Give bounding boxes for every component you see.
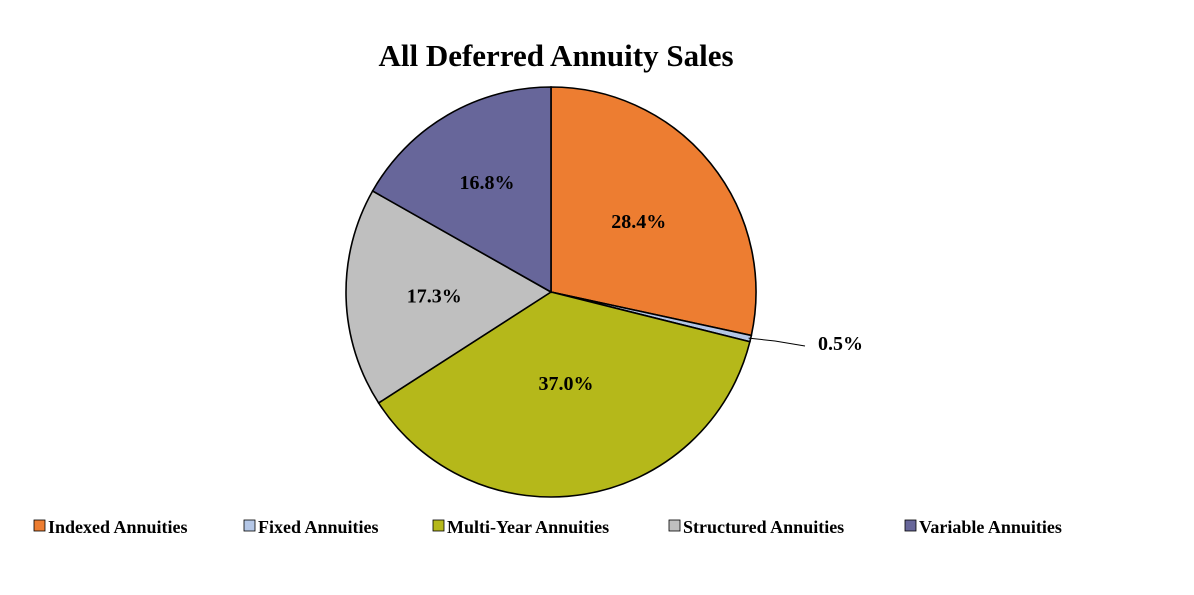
chart-title: All Deferred Annuity Sales — [378, 38, 733, 73]
slice-label: 17.3% — [407, 285, 462, 307]
leader-line — [748, 337, 806, 347]
pie-slice-indexed-annuities — [550, 86, 757, 337]
legend-swatch — [668, 519, 681, 532]
legend-swatch — [432, 519, 445, 532]
legend-swatch — [904, 519, 917, 532]
slice-label: 0.5% — [818, 333, 863, 355]
legend-swatch — [33, 519, 46, 532]
slice-labels: 28.4% 0.5% 37.0% 17.3% 16.8% — [407, 172, 863, 395]
slice-label: 28.4% — [611, 211, 666, 233]
legend-label: Fixed Annuities — [258, 517, 379, 537]
legend-label: Indexed Annuities — [48, 517, 188, 537]
legend: Indexed Annuities Fixed Annuities Multi-Ye… — [33, 517, 1062, 537]
legend-label: Multi-Year Annuities — [447, 517, 609, 537]
pie-slice-variable-annuities — [371, 86, 552, 294]
slice-label: 16.8% — [460, 172, 515, 194]
pie-slices — [345, 86, 757, 498]
legend-swatch — [243, 519, 256, 532]
legend-label: Variable Annuities — [919, 517, 1062, 537]
slice-label: 37.0% — [539, 373, 594, 395]
legend-label: Structured Annuities — [683, 517, 844, 537]
pie-slice-structured-annuities — [345, 189, 553, 405]
